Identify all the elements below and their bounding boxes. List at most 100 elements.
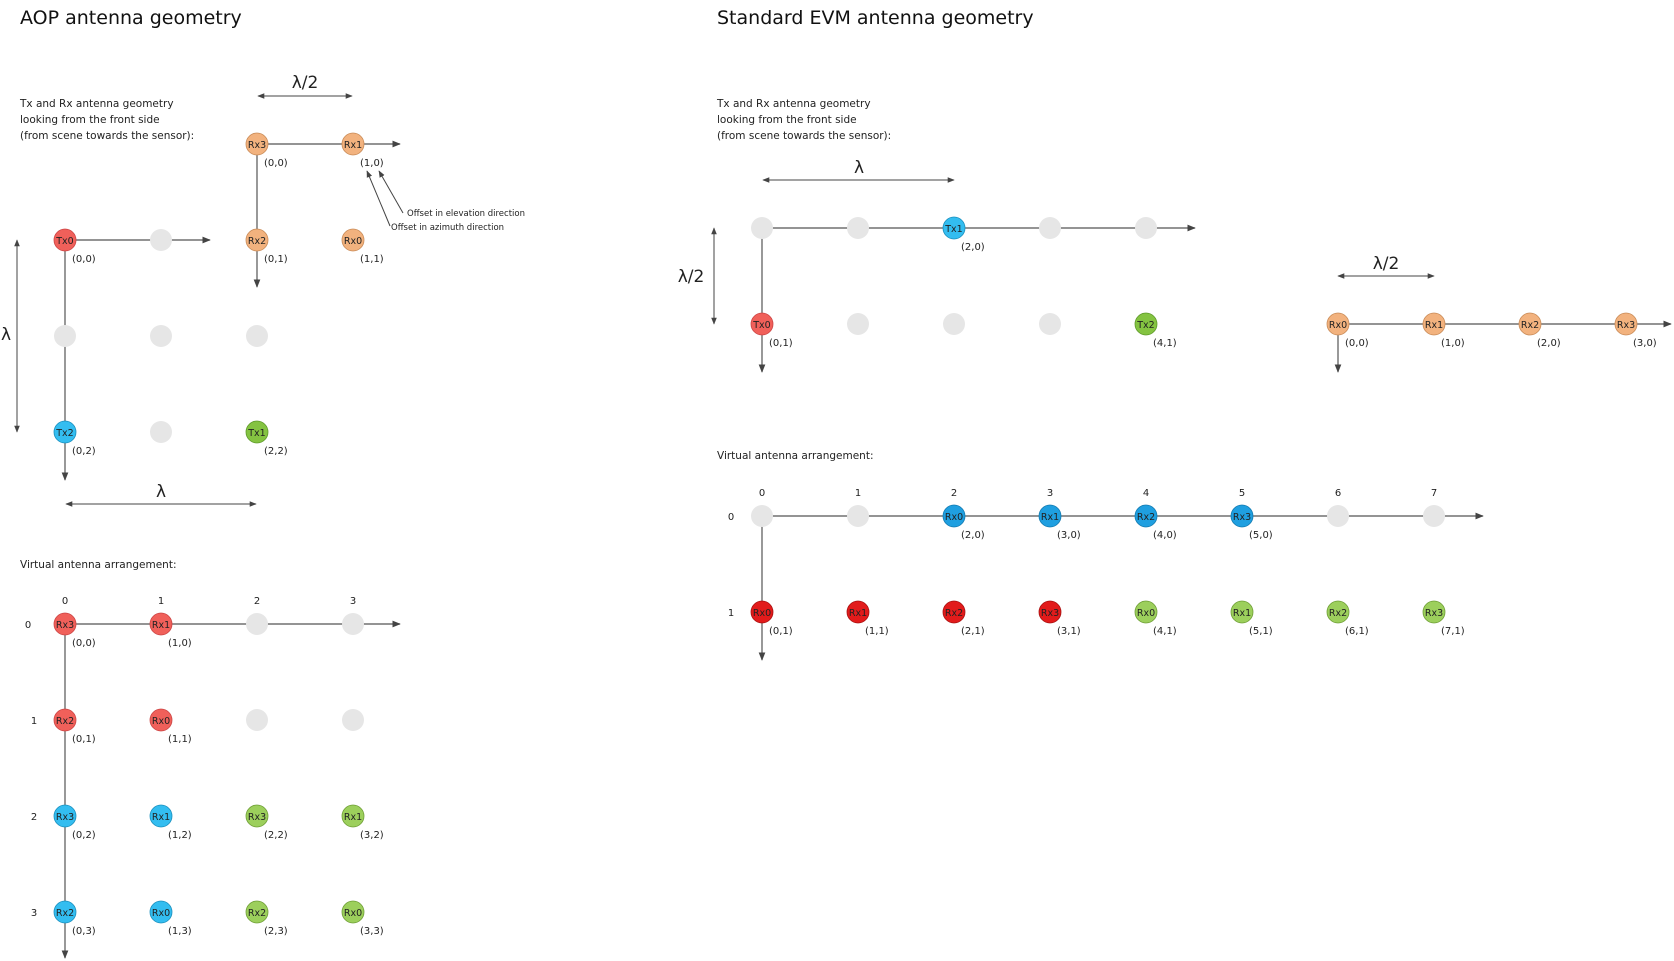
node-label: Rx0 [344,908,362,919]
aop-virtual-node: Rx2 (0,1) [53,708,96,745]
node-coord: (3,0) [1633,338,1657,349]
evm-note-line2: looking from the front side [717,114,857,126]
empty-antenna-slot [150,325,172,347]
aop-row-index: 0 [25,620,31,631]
aop-virtual-node: Rx0 (1,1) [149,708,192,745]
node-label: Rx3 [56,620,74,631]
empty-antenna-slot [246,325,268,347]
node-coord: (0,1) [769,626,793,637]
aop-col-index: 2 [254,596,260,607]
node-label: Rx3 [56,812,74,823]
node-coord: (0,1) [72,734,96,745]
node-label: Rx0 [945,512,963,523]
node-coord: (3,1) [1057,626,1081,637]
aop-virtual-node: Rx1 (1,0) [149,612,192,649]
node-coord: (0,0) [72,638,96,649]
empty-antenna-slot [1423,505,1445,527]
node-coord: (0,3) [72,926,96,937]
evm-note-line3: (from scene towards the sensor): [717,130,891,142]
node-label: Rx1 [1041,512,1059,523]
empty-antenna-slot [943,313,965,335]
node-coord: (1,0) [1441,338,1465,349]
node-coord: (0,1) [769,338,793,349]
node-coord: (1,0) [168,638,192,649]
empty-antenna-slot [1039,313,1061,335]
node-coord: (2,2) [264,446,288,457]
node-label: Rx3 [1425,608,1443,619]
node-coord: (2,1) [961,626,985,637]
aop-offset-azim-arrow [366,170,391,227]
node-coord: (1,3) [168,926,192,937]
empty-antenna-slot [751,505,773,527]
aop-row-index: 2 [31,812,37,823]
empty-antenna-slot [847,505,869,527]
evm-virtual-node: Rx1 (1,1) [846,600,889,637]
node-label: Rx2 [56,716,74,727]
empty-antenna-slot [342,709,364,731]
empty-antenna-slot [1327,505,1349,527]
node-label: Tx1 [944,224,962,235]
aop-offset-elev-label: Offset in elevation direction [407,209,525,219]
evm-col-index: 3 [1047,488,1053,499]
node-label: Rx2 [1329,608,1347,619]
node-label: Rx0 [152,908,170,919]
empty-antenna-slot [246,709,268,731]
evm-virtual-node: Rx0 (4,1) [1134,600,1177,637]
evm-virtual-node: Rx2 (2,1) [942,600,985,637]
node-label: Rx3 [248,140,266,151]
node-label: Tx1 [247,428,265,439]
node-label: Rx1 [152,812,170,823]
evm-note-line1: Tx and Rx antenna geometry [716,98,871,110]
node-coord: (2,0) [961,530,985,541]
node-coord: (4,0) [1153,530,1177,541]
node-label: Rx3 [1233,512,1251,523]
aop-virtual-node: Rx3 (0,0) [53,612,96,649]
evm-virtual-node: Rx1 (5,1) [1230,600,1273,637]
node-coord: (3,2) [360,830,384,841]
node-coord: (2,0) [1537,338,1561,349]
aop-tx-vertical-label: λ [1,325,11,345]
aop-row-index: 3 [31,908,37,919]
empty-antenna-slot [847,313,869,335]
empty-antenna-slot [342,613,364,635]
aop-title: AOP antenna geometry [20,7,242,29]
evm-virtual-node: Rx1 (3,0) [1038,504,1081,541]
node-label: Rx2 [56,908,74,919]
evm-rx-node: Rx3 (3,0) [1614,312,1657,349]
node-coord: (1,2) [168,830,192,841]
aop-virtual-node: Rx1 (1,2) [149,804,192,841]
node-label: Rx1 [344,140,362,151]
empty-antenna-slot [751,217,773,239]
evm-tx-horizontal-label: λ [854,158,864,178]
aop-virtual-node: Rx0 (1,3) [149,900,192,937]
evm-rx-node: Rx2 (2,0) [1518,312,1561,349]
aop-tx-node: Tx0 (0,0) [53,228,96,265]
node-label: Rx0 [152,716,170,727]
empty-antenna-slot [150,229,172,251]
node-label: Tx2 [55,428,73,439]
node-label: Rx2 [248,908,266,919]
node-label: Tx2 [1136,320,1154,331]
aop-note-line2: looking from the front side [20,114,160,126]
node-coord: (2,0) [961,242,985,253]
aop-virtual-node: Rx3 (2,2) [245,804,288,841]
node-coord: (0,1) [264,254,288,265]
aop-virtual-title: Virtual antenna arrangement: [20,559,177,571]
node-label: Rx2 [1521,320,1539,331]
node-label: Rx0 [1137,608,1155,619]
node-coord: (3,3) [360,926,384,937]
evm-rx-node: Rx0 (0,0) [1326,312,1369,349]
evm-virtual-node: Rx2 (6,1) [1326,600,1369,637]
aop-col-index: 1 [158,596,164,607]
aop-row-index: 1 [31,716,37,727]
evm-row-index: 0 [728,512,734,523]
node-label: Tx0 [752,320,770,331]
node-label: Rx1 [849,608,867,619]
node-coord: (4,1) [1153,626,1177,637]
evm-virtual-title: Virtual antenna arrangement: [717,450,874,462]
evm-col-index: 5 [1239,488,1245,499]
node-coord: (3,0) [1057,530,1081,541]
node-label: Rx2 [1137,512,1155,523]
node-label: Rx2 [248,236,266,247]
evm-virtual-node: Rx0 (2,0) [942,504,985,541]
